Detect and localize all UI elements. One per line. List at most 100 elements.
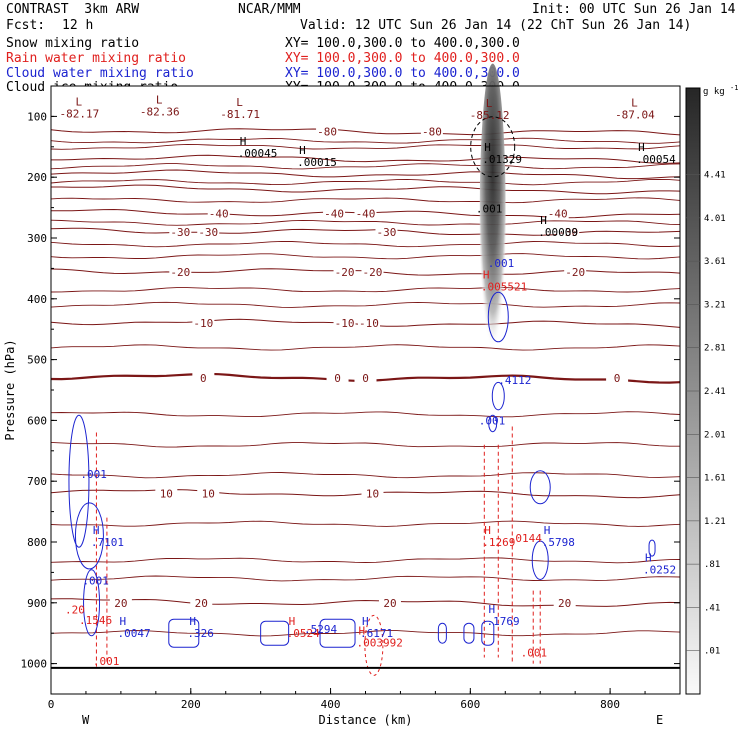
x-tick-label: 200: [181, 698, 201, 711]
contour-line: [50, 137, 681, 144]
high-marker: H: [638, 141, 645, 154]
isotherm--50: [51, 184, 681, 195]
contour-line: [50, 287, 681, 293]
isotherm-label-bg: [354, 207, 377, 220]
isotherm-label: 10: [160, 487, 173, 500]
cloud-water-contour: [168, 618, 200, 648]
high-value: .00015: [297, 156, 337, 169]
high-value: .00054: [636, 153, 676, 166]
contour-line: [50, 240, 681, 248]
cloud-water-contour: [487, 291, 509, 343]
high-value: .326: [187, 627, 214, 640]
y-tick-label: 900: [27, 597, 47, 610]
x-tick-label: 800: [600, 698, 620, 711]
contour-value-label: .001: [488, 257, 515, 270]
contour-line: [50, 344, 681, 351]
high-marker: H: [119, 615, 126, 628]
cloud-water-contour: [531, 540, 549, 580]
header-product: CONTRAST 3km ARW: [6, 2, 140, 17]
cloud-water-contour: [83, 569, 101, 637]
isotherm-label-bg: [361, 487, 384, 500]
isotherm-label-bg: [192, 317, 215, 330]
isotherm-label-bg: [197, 487, 220, 500]
colorbar-label: 3.21: [704, 300, 726, 310]
high-value: .1269: [482, 536, 515, 549]
low-marker: L: [486, 97, 493, 110]
isotherm-label-bg: [557, 225, 580, 238]
header-init: Init: 00 UTC Sun 26 Jan 14: [532, 2, 736, 17]
high-value: .7101: [91, 536, 124, 549]
cloud-water-contour: [529, 470, 551, 505]
isotherm-label: -20: [335, 266, 355, 279]
y-tick-label: 400: [27, 293, 47, 306]
colorbar-label: 4.01: [704, 214, 726, 224]
isotherm-label-bg: [606, 371, 629, 384]
cloud-water-contour: [491, 381, 505, 411]
colorbar-label: 3.61: [704, 257, 726, 267]
colorbar-label: 2.01: [704, 430, 726, 440]
high-value: .5798: [542, 536, 575, 549]
colorbar-label: .81: [704, 560, 720, 570]
isotherm-label-bg: [197, 225, 220, 238]
cloud-water-contour: [260, 620, 290, 646]
colorbar-label: 2.81: [704, 344, 726, 354]
isotherm-label: -30: [377, 226, 397, 239]
high-value: .01329: [482, 153, 522, 166]
low-value: -82.17: [59, 107, 99, 120]
high-value: .6171: [360, 627, 393, 640]
field-rain-name: Rain water mixing ratio: [6, 51, 187, 66]
low-value: -81.71: [220, 108, 260, 121]
cloud-water-contour: [74, 502, 104, 570]
high-marker: H: [362, 615, 369, 628]
isotherm-label: -30: [170, 226, 190, 239]
high-value: .0524: [287, 627, 320, 640]
contour-value-label: .001: [476, 202, 503, 215]
isotherm--60: [50, 169, 681, 180]
isotherm-label: -30: [198, 226, 218, 239]
contour-line: [50, 520, 681, 527]
isotherm-label: 20: [558, 597, 571, 610]
isotherm-label: 0: [362, 372, 369, 385]
isotherm-label-bg: [361, 266, 384, 279]
isotherm-label: 20: [383, 597, 396, 610]
isotherm-label-bg: [316, 125, 339, 138]
isotherm-label-bg: [326, 371, 349, 384]
contour-value-label: .001: [521, 646, 548, 659]
low-value: -87.04: [615, 109, 655, 122]
isotherm-label: -40: [356, 208, 376, 221]
contour-line: [50, 178, 681, 186]
colorbar-label: .01: [704, 647, 720, 657]
high-marker: H: [540, 214, 547, 227]
y-tick-label: 600: [27, 414, 47, 427]
cloud-water-contour: [648, 539, 656, 557]
x-tick-label: 400: [321, 698, 341, 711]
x-tick-label: 600: [460, 698, 480, 711]
high-marker: H: [240, 135, 247, 148]
high-marker: H: [484, 524, 491, 537]
high-marker: H: [289, 615, 296, 628]
colorbar-label: 1.21: [704, 517, 726, 527]
isotherm-label: -80: [422, 126, 442, 139]
field-rain-xy: XY= 100.0,300.0 to 400.0,300.0: [285, 51, 520, 66]
isotherm-label: 10: [366, 487, 379, 500]
high-marker: H: [359, 624, 366, 637]
x-tick-label: 0: [48, 698, 55, 711]
high-marker: H: [484, 141, 491, 154]
high-value: .0047: [117, 627, 150, 640]
isotherm-label-bg: [169, 266, 192, 279]
contour-line: [50, 163, 681, 170]
contour-value-label: .001: [80, 468, 107, 481]
end-label-east: E: [656, 713, 663, 727]
isotherm-label: -20: [363, 266, 383, 279]
isotherm-label-bg: [564, 266, 587, 279]
low-value: -82.36: [140, 106, 180, 119]
high-marker: H: [645, 551, 652, 564]
cloud-water-contour: [481, 620, 495, 646]
low-marker: L: [631, 97, 638, 110]
high-value: .00045: [238, 147, 278, 160]
colorbar-label: 1.61: [704, 474, 726, 484]
high-marker: H: [489, 603, 496, 616]
high-marker: H: [544, 524, 551, 537]
isotherm-label: 20: [195, 597, 208, 610]
contour-value-label: .0144: [509, 532, 542, 545]
